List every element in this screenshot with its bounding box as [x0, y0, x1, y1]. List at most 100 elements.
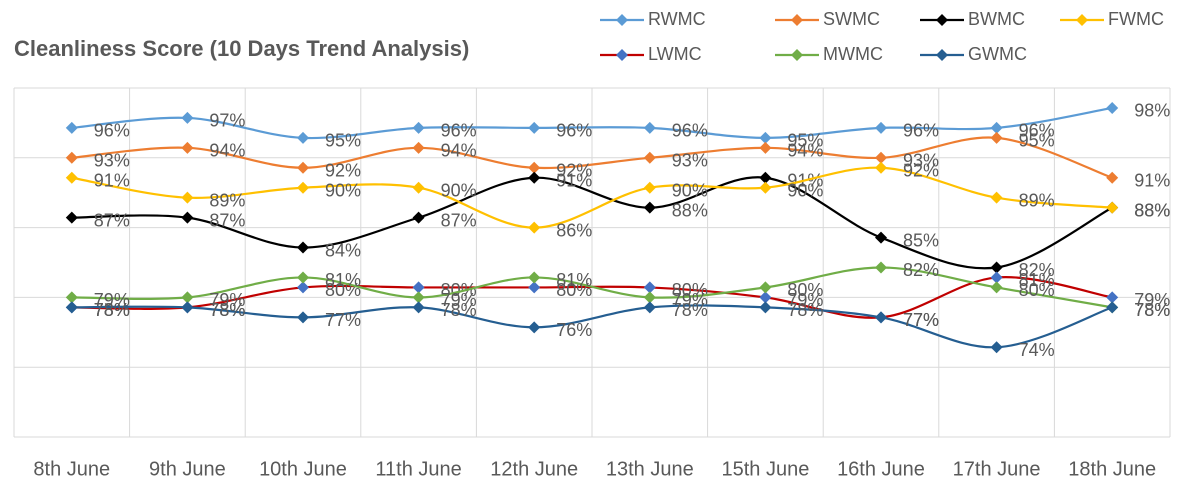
legend-marker	[791, 14, 803, 26]
data-label: 78%	[94, 300, 130, 320]
data-label: 79%	[209, 290, 245, 310]
data-point	[1106, 301, 1119, 314]
data-point	[412, 291, 425, 304]
data-point	[181, 211, 194, 224]
data-label: 96%	[1019, 121, 1055, 141]
data-point	[759, 171, 772, 184]
data-label: 91%	[556, 170, 592, 190]
legend-label: FWMC	[1108, 9, 1164, 29]
data-label: 80%	[787, 280, 823, 300]
data-label: 82%	[1019, 260, 1055, 280]
data-point	[1106, 171, 1119, 184]
data-point	[297, 131, 309, 144]
data-label: 88%	[1134, 200, 1170, 220]
data-label: 92%	[903, 161, 939, 181]
data-label: 78%	[209, 300, 245, 320]
x-tick-label: 16th June	[837, 458, 925, 480]
data-label: 81%	[556, 270, 592, 290]
legend-label: MWMC	[823, 44, 883, 64]
data-point	[875, 311, 887, 324]
data-label: 89%	[1019, 190, 1055, 210]
data-point	[875, 121, 887, 134]
legend-marker	[616, 14, 628, 26]
data-label: 81%	[1019, 270, 1055, 290]
data-point	[412, 121, 425, 134]
data-label: 87%	[209, 210, 245, 230]
data-label: 94%	[787, 141, 823, 161]
data-point	[65, 301, 78, 314]
data-point	[990, 261, 1003, 274]
legend-label: RWMC	[648, 9, 706, 29]
data-point	[65, 151, 78, 164]
data-label: 78%	[441, 300, 477, 320]
data-label: 90%	[787, 180, 823, 200]
legend-marker	[791, 49, 803, 61]
data-label: 81%	[325, 270, 361, 290]
data-point	[297, 311, 309, 324]
data-point	[1106, 101, 1119, 114]
data-point	[1106, 291, 1119, 304]
series-line	[71, 304, 1113, 349]
data-point	[875, 261, 887, 274]
data-point	[65, 291, 78, 304]
legend-label: LWMC	[648, 44, 702, 64]
data-point	[297, 241, 309, 254]
data-point	[643, 281, 656, 294]
data-label: 95%	[325, 131, 361, 151]
series-line	[71, 106, 1113, 140]
data-label: 78%	[1134, 300, 1170, 320]
data-point	[759, 281, 772, 294]
data-point	[181, 111, 194, 124]
x-tick-label: 18th June	[1068, 458, 1156, 480]
data-label: 87%	[441, 210, 477, 230]
x-tick-label: 12th June	[490, 458, 578, 480]
data-label: 94%	[209, 141, 245, 161]
data-point	[297, 161, 309, 174]
data-label: 91%	[1134, 170, 1170, 190]
data-point	[759, 301, 772, 314]
data-label: 74%	[1019, 340, 1055, 360]
data-point	[1106, 201, 1119, 214]
legend-marker	[1076, 14, 1088, 26]
data-label: 96%	[441, 121, 477, 141]
x-tick-label: 9th June	[149, 458, 226, 480]
data-label: 78%	[1134, 300, 1170, 320]
data-point	[412, 211, 425, 224]
data-point	[990, 191, 1003, 204]
data-point	[990, 341, 1003, 354]
data-point	[643, 181, 656, 194]
legend-marker	[936, 49, 948, 61]
data-label: 93%	[903, 151, 939, 171]
data-point	[643, 291, 656, 304]
data-point	[990, 271, 1003, 284]
data-label: 77%	[325, 310, 361, 330]
series-line	[71, 275, 1113, 319]
data-label: 96%	[556, 121, 592, 141]
chart-title: Cleanliness Score (10 Days Trend Analysi…	[14, 36, 469, 61]
data-label: 86%	[556, 220, 592, 240]
data-label: 78%	[787, 300, 823, 320]
data-point	[990, 121, 1003, 134]
data-label: 91%	[94, 170, 130, 190]
data-label: 88%	[1134, 200, 1170, 220]
data-point	[528, 121, 541, 134]
data-label: 92%	[556, 161, 592, 181]
data-point	[528, 171, 541, 184]
data-point	[875, 231, 887, 244]
data-point	[412, 301, 425, 314]
data-label: 97%	[209, 111, 245, 131]
data-point	[875, 151, 887, 164]
data-point	[65, 171, 78, 184]
data-point	[528, 271, 541, 284]
x-tick-label: 8th June	[33, 458, 110, 480]
data-label: 79%	[1134, 290, 1170, 310]
data-point	[297, 281, 309, 294]
data-label: 78%	[672, 300, 708, 320]
data-point	[297, 271, 309, 284]
data-point	[412, 141, 425, 154]
data-label: 89%	[209, 190, 245, 210]
data-label: 88%	[672, 200, 708, 220]
data-point	[643, 201, 656, 214]
series-line	[71, 166, 1113, 229]
